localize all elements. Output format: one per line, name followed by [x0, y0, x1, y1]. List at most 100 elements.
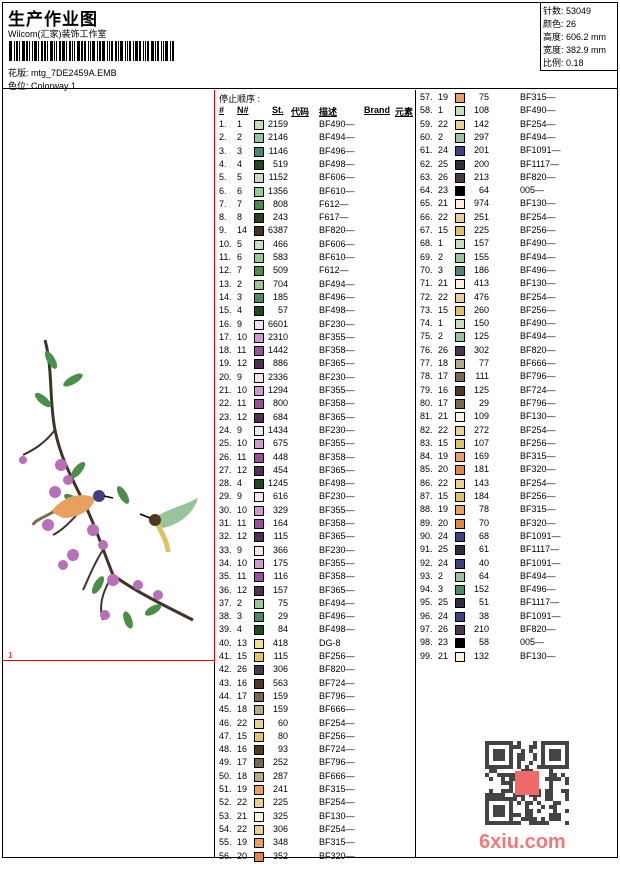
color-swatch	[455, 305, 465, 316]
stitch-count: 40	[478, 557, 489, 568]
thread-description: BF490—	[520, 318, 556, 329]
thread-description: BF494—	[520, 251, 556, 262]
color-swatch	[254, 133, 264, 144]
header-code: 代码	[291, 107, 310, 117]
row-number: 17.	[219, 331, 232, 342]
stitch-count: 181	[473, 464, 489, 475]
color-swatch	[455, 571, 465, 582]
row-number: 26.	[219, 451, 232, 462]
thread-description: BF820—	[319, 225, 355, 236]
color-row: 33. 9 366 BF230—	[216, 544, 416, 557]
row-number: 34.	[219, 557, 232, 568]
needle-number: 6	[237, 185, 243, 196]
row-number: 75.	[420, 331, 433, 342]
stitch-count: 476	[473, 291, 489, 302]
thread-description: BF254—	[319, 823, 355, 834]
color-row: 69. 2 155 BF494—	[417, 251, 617, 264]
color-swatch	[254, 386, 264, 396]
row-number: 83.	[420, 437, 433, 448]
needle-number: 22	[438, 118, 449, 129]
color-swatch	[254, 199, 264, 210]
thread-description: BF365—	[319, 531, 355, 542]
thread-description: BF358—	[319, 518, 355, 528]
row-number: 5.	[219, 172, 227, 183]
thread-description: BF256—	[520, 437, 556, 448]
thread-description: BF130—	[520, 411, 556, 422]
needle-number: 12	[237, 411, 248, 422]
color-row: 45. 18 159 BF666—	[216, 703, 416, 716]
thread-description: BF796—	[520, 397, 556, 408]
stitch-count: 64	[478, 185, 489, 196]
row-number: 51.	[219, 784, 232, 794]
stitch-count: 164	[272, 518, 288, 528]
stitch-count: 80	[277, 730, 288, 741]
needle-number: 1	[438, 105, 444, 116]
color-swatch	[254, 226, 264, 237]
needle-number: 26	[438, 624, 449, 634]
thread-description: BF358—	[319, 345, 355, 356]
stitch-count: 75	[277, 597, 288, 608]
row-number: 74.	[420, 318, 433, 329]
needle-number: 6	[237, 252, 243, 262]
color-row: 58. 1 108 BF490—	[417, 104, 617, 117]
color-swatch	[455, 518, 465, 529]
thread-description: BF498—	[319, 478, 355, 489]
needle-number: 24	[438, 557, 449, 568]
row-number: 14.	[219, 291, 232, 302]
stitch-count: 125	[473, 384, 489, 395]
color-swatch	[254, 545, 264, 556]
stitch-count: 287	[272, 770, 288, 781]
row-number: 66.	[420, 211, 433, 222]
stitch-count: 115	[273, 651, 288, 661]
color-row: 9. 14 6387 BF820—	[216, 224, 416, 237]
stitch-count: 1356	[267, 185, 288, 196]
color-swatch	[455, 505, 465, 516]
color-row: 13. 2 704 BF494—	[216, 278, 416, 291]
row-number: 25.	[219, 438, 232, 449]
needle-number: 11	[237, 345, 247, 356]
row-number: 49.	[219, 757, 232, 768]
color-swatch	[455, 359, 465, 369]
needle-number: 22	[438, 424, 449, 435]
needle-number: 23	[438, 185, 449, 196]
row-number: 8.	[219, 212, 227, 223]
stitch-count: 352	[272, 850, 288, 861]
row-number: 30.	[219, 504, 232, 515]
color-row: 93. 2 64 BF494—	[417, 570, 617, 583]
color-swatch	[254, 159, 264, 170]
color-row: 82. 22 272 BF254—	[417, 424, 617, 437]
needle-number: 25	[438, 158, 449, 169]
color-swatch	[455, 172, 465, 183]
needle-number: 18	[237, 770, 248, 781]
preview-guide-horizontal	[3, 660, 215, 661]
row-number: 50.	[219, 770, 232, 781]
thread-description: BF820—	[319, 664, 355, 675]
color-row: 42. 26 306 BF820—	[216, 663, 416, 676]
thread-description: BF355—	[319, 438, 355, 449]
thread-description: BF796—	[319, 757, 355, 768]
thread-description: BF666—	[520, 358, 556, 368]
row-number: 13.	[219, 278, 232, 289]
stitch-count: 78	[478, 504, 489, 515]
stitch-count: 325	[272, 810, 288, 821]
stitch-count: 1294	[267, 385, 288, 395]
page-title: 生产作业图	[8, 10, 98, 29]
row-number: 99.	[420, 650, 433, 661]
needle-number: 17	[438, 397, 449, 408]
needle-number: 19	[438, 504, 449, 515]
color-row: 63. 26 213 BF820—	[417, 171, 617, 184]
row-number: 55.	[219, 837, 232, 848]
thread-description: BF606—	[319, 238, 355, 249]
thread-description: BF254—	[319, 717, 355, 728]
thread-description: BF610—	[319, 185, 355, 196]
row-number: 53.	[219, 810, 232, 821]
color-swatch	[254, 811, 264, 822]
row-number: 60.	[420, 131, 433, 142]
color-row: 89. 20 70 BF320—	[417, 517, 617, 530]
stitch-count: 68	[478, 530, 489, 541]
color-swatch	[254, 558, 264, 569]
stitch-count: 448	[272, 451, 288, 462]
color-swatch	[254, 452, 264, 463]
needle-number: 19	[237, 784, 248, 794]
color-row: 61. 24 201 BF1091—	[417, 144, 617, 157]
